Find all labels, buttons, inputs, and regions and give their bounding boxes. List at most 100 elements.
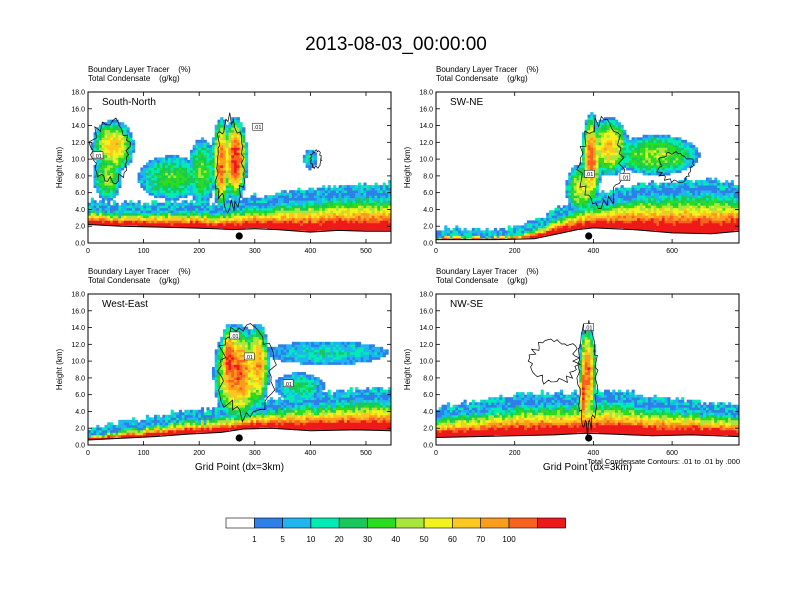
- subtitle-tracer: Boundary Layer Tracer (%): [436, 65, 539, 74]
- colorbar-swatch: [508, 517, 538, 529]
- panel-title: SW-NE: [450, 97, 483, 108]
- y-tick-label: 4.0: [75, 409, 85, 416]
- colorbar-label: 20: [335, 535, 344, 544]
- y-tick-label: 8.0: [423, 375, 433, 382]
- y-tick-label: 0.0: [423, 241, 433, 248]
- condensate-contours: [217, 323, 277, 423]
- colorbar-swatch: [225, 517, 255, 529]
- x-tick-label: 400: [588, 450, 600, 457]
- colorbar-swatch: [310, 517, 340, 529]
- colorbar-swatch: [282, 517, 312, 529]
- y-tick-label: 8.0: [75, 375, 85, 382]
- panels: .01 .01 0.0 2.0 4.0 6.0 8.0 10.0 12.0 14.0 16.0 18.…: [55, 65, 740, 473]
- x-tick-label: 200: [193, 248, 205, 255]
- y-tick-label: 18.0: [71, 90, 85, 97]
- condensate-contour: [217, 323, 277, 423]
- x-tick-label: 200: [509, 248, 521, 255]
- y-tick-label: 12.0: [419, 140, 433, 147]
- subtitle-tracer: Boundary Layer Tracer (%): [436, 267, 539, 276]
- tracer-field: [88, 324, 391, 441]
- y-tick-label: 2.0: [75, 426, 85, 433]
- y-tick-label: 14.0: [419, 123, 433, 130]
- y-tick-label: 8.0: [423, 173, 433, 180]
- condensate-contour: [576, 115, 626, 209]
- y-tick-label: 6.0: [75, 190, 85, 197]
- y-tick-label: 4.0: [423, 409, 433, 416]
- colorbar-swatch: [254, 517, 283, 529]
- y-tick-label: 12.0: [71, 140, 85, 147]
- y-tick-label: 0.0: [75, 241, 85, 248]
- contour-label: .01: [284, 382, 292, 388]
- colorbar-swatch: [536, 517, 566, 529]
- y-tick-label: 16.0: [71, 308, 85, 315]
- x-axis-label: Grid Point (dx=3km): [195, 462, 284, 473]
- condensate-contour: [527, 338, 582, 385]
- y-tick-label: 14.0: [71, 123, 85, 130]
- location-marker: [235, 232, 243, 240]
- colorbar-swatch: [480, 517, 510, 529]
- subtitle-condensate: Total Condensate (g/kg): [88, 276, 180, 285]
- panel-title: South-North: [102, 97, 156, 108]
- x-tick-label: 0: [434, 248, 438, 255]
- location-marker: [585, 232, 593, 240]
- contour-label: .01: [94, 154, 102, 160]
- y-tick-label: 10.0: [71, 157, 85, 164]
- condensate-contours: [88, 112, 323, 214]
- contour-label-box: [282, 379, 294, 388]
- colorbar-label: 10: [306, 535, 315, 544]
- colorbar-swatch: [367, 517, 397, 529]
- colorbar-label: 60: [448, 535, 457, 544]
- condensate-contour: [214, 112, 245, 214]
- x-tick-label: 400: [305, 450, 317, 457]
- y-tick-label: 18.0: [419, 292, 433, 299]
- panel-title: NW-SE: [450, 299, 483, 310]
- colorbar: 1 5 10 20 30 40 50 60 70 100: [225, 517, 566, 544]
- panel-sw-ne: .01 .01 0.0 2.0 4.0 6.0 8.0 10.0 12.0 14.0 16.0 18.…: [403, 65, 740, 255]
- contour-label-box: [92, 151, 104, 160]
- panel-west-east: .01 .01 .01 0.0 2.0 4.0 6.0 8.0 10.0 12.0 14.0 16.0…: [55, 267, 392, 473]
- condensate-contour: [88, 117, 131, 185]
- x-tick-label: 400: [305, 248, 317, 255]
- condensate-contour: [309, 149, 323, 169]
- contour-label: .01: [254, 125, 262, 131]
- y-tick-label: 6.0: [423, 190, 433, 197]
- y-axis-label: Height (km): [403, 146, 412, 188]
- panel-south-north: .01 .01 0.0 2.0 4.0 6.0 8.0 10.0 12.0 14.0 16.0 18.…: [55, 65, 392, 255]
- x-tick-label: 0: [86, 450, 90, 457]
- y-tick-label: 0.0: [75, 443, 85, 450]
- y-tick-label: 16.0: [419, 308, 433, 315]
- condensate-contour: [656, 151, 695, 184]
- condensate-contours: [527, 320, 599, 438]
- panel-nw-se: .01 0.0 2.0 4.0 6.0 8.0 10.0 12.0 14.0 16.0 18.0 0 2…: [403, 267, 740, 473]
- condensate-contours: [576, 115, 695, 209]
- contour-label-box: [584, 169, 595, 178]
- x-tick-label: 0: [86, 248, 90, 255]
- y-tick-label: 2.0: [423, 426, 433, 433]
- location-marker: [235, 434, 243, 442]
- terrain-line: [88, 427, 391, 441]
- colorbar-swatch: [452, 517, 481, 529]
- y-axis-label: Height (km): [55, 348, 64, 390]
- plot-frame: [435, 293, 740, 446]
- y-tick-label: 2.0: [75, 224, 85, 231]
- y-tick-label: 18.0: [419, 90, 433, 97]
- contour-label-box: [229, 331, 241, 340]
- contour-info: Total Condensate Contours: .01 to .01 by…: [587, 457, 740, 466]
- tracer-field: [436, 324, 739, 438]
- x-axis-label: Grid Point (dx=3km): [543, 462, 632, 473]
- y-tick-label: 14.0: [419, 325, 433, 332]
- y-tick-label: 10.0: [419, 157, 433, 164]
- y-tick-label: 6.0: [75, 392, 85, 399]
- subtitle-tracer: Boundary Layer Tracer (%): [88, 267, 191, 276]
- colorbar-swatch: [338, 517, 368, 529]
- x-tick-label: 500: [360, 248, 372, 255]
- y-tick-label: 0.0: [423, 443, 433, 450]
- contour-label: .01: [585, 326, 593, 332]
- x-tick-label: 100: [138, 450, 150, 457]
- terrain-line: [436, 432, 739, 438]
- condensate-contour: [576, 320, 599, 438]
- subtitle-condensate: Total Condensate (g/kg): [436, 276, 528, 285]
- colorbar-swatch: [423, 517, 453, 529]
- contour-label-box: [252, 122, 263, 131]
